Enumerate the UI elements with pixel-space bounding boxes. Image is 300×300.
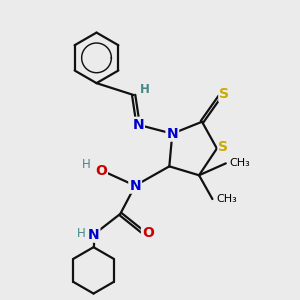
Text: H: H	[82, 158, 91, 171]
Text: N: N	[132, 118, 144, 132]
Text: CH₃: CH₃	[216, 194, 237, 204]
Text: S: S	[218, 140, 228, 154]
Text: N: N	[167, 127, 178, 141]
Text: O: O	[95, 164, 107, 178]
Text: H: H	[140, 83, 150, 96]
Text: H: H	[77, 227, 86, 240]
Text: O: O	[142, 226, 154, 240]
Text: N: N	[88, 228, 99, 242]
Text: S: S	[219, 87, 229, 101]
Text: N: N	[129, 179, 141, 193]
Text: CH₃: CH₃	[230, 158, 250, 168]
